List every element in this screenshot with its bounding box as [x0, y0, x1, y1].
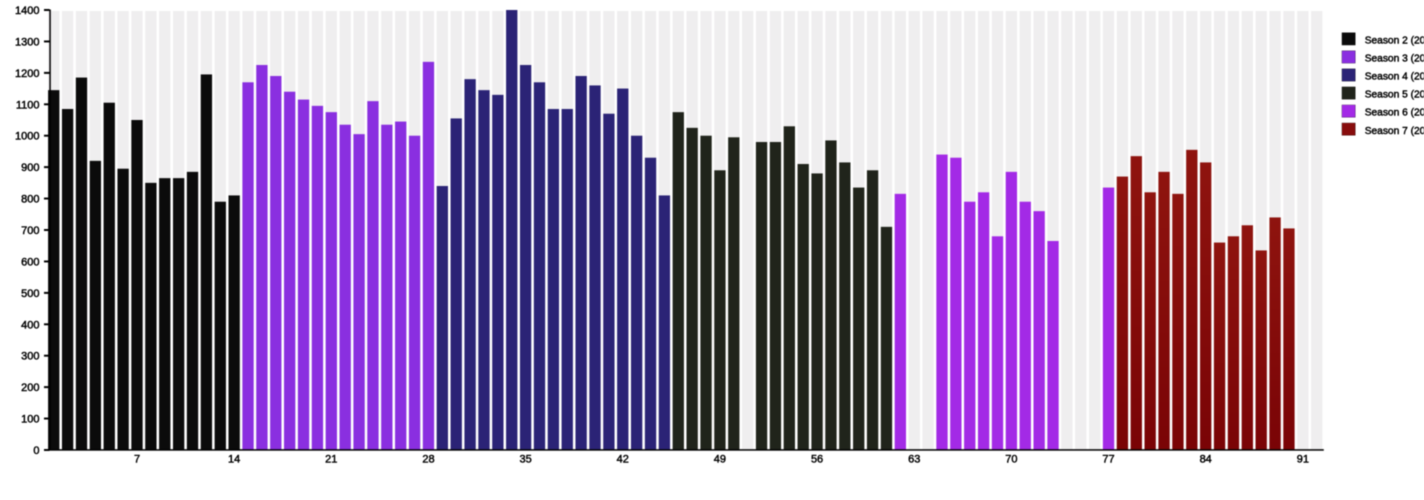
svg-text:Season 7 (2016): Season 7 (2016) [1365, 126, 1424, 137]
svg-text:0: 0 [33, 445, 39, 457]
svg-text:56: 56 [811, 453, 823, 465]
svg-text:400: 400 [21, 319, 39, 331]
svg-text:1100: 1100 [16, 99, 40, 111]
svg-text:35: 35 [519, 453, 531, 465]
svg-text:1300: 1300 [15, 36, 39, 48]
svg-text:Season 3 (2012): Season 3 (2012) [1365, 54, 1424, 65]
svg-text:Season 5 (2014): Season 5 (2014) [1365, 90, 1424, 101]
svg-text:800: 800 [21, 194, 39, 206]
svg-text:1000: 1000 [15, 131, 39, 143]
svg-text:91: 91 [1297, 453, 1309, 465]
svg-text:7: 7 [134, 453, 140, 465]
svg-text:14: 14 [228, 453, 240, 465]
svg-text:500: 500 [21, 288, 39, 300]
svg-text:63: 63 [908, 453, 920, 465]
svg-text:42: 42 [617, 453, 629, 465]
svg-text:84: 84 [1200, 453, 1212, 465]
svg-text:21: 21 [325, 453, 337, 465]
svg-text:300: 300 [21, 351, 39, 363]
svg-text:70: 70 [1005, 453, 1017, 465]
svg-text:77: 77 [1102, 453, 1114, 465]
svg-text:1200: 1200 [15, 68, 39, 80]
svg-text:1400: 1400 [15, 5, 39, 17]
svg-text:28: 28 [422, 453, 434, 465]
svg-text:900: 900 [21, 162, 39, 174]
svg-text:700: 700 [21, 225, 39, 237]
svg-text:600: 600 [21, 256, 39, 268]
svg-text:200: 200 [21, 382, 39, 394]
svg-text:Season 6 (2015): Season 6 (2015) [1365, 108, 1424, 119]
svg-text:Season 4 (2013): Season 4 (2013) [1365, 72, 1424, 83]
svg-text:100: 100 [21, 414, 39, 426]
svg-text:Season 2 (2011): Season 2 (2011) [1365, 36, 1424, 47]
svg-text:49: 49 [714, 453, 726, 465]
